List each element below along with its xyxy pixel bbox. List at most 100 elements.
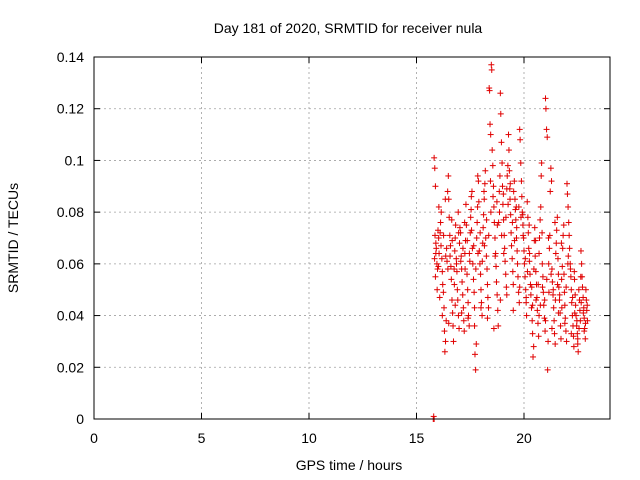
data-point: [553, 227, 560, 234]
data-point: [538, 160, 545, 167]
data-point: [502, 258, 509, 265]
data-point: [568, 286, 575, 293]
data-point: [505, 131, 512, 138]
data-point: [442, 338, 449, 345]
data-point: [448, 216, 455, 223]
data-point: [444, 258, 451, 265]
data-point: [532, 253, 539, 260]
data-point: [472, 366, 479, 373]
data-point: [478, 286, 484, 293]
y-tick-label: 0: [76, 411, 84, 427]
data-point: [554, 214, 561, 221]
data-point: [563, 338, 570, 345]
y-tick-label: 0.12: [57, 101, 84, 117]
data-point: [568, 330, 575, 337]
data-point: [509, 268, 516, 275]
data-point: [452, 302, 459, 309]
data-point: [504, 172, 511, 179]
data-point: [495, 219, 502, 226]
data-point: [505, 201, 512, 208]
data-point: [462, 201, 469, 208]
data-point: [468, 206, 475, 213]
data-point: [443, 245, 450, 252]
plot-frame: [93, 56, 611, 420]
data-point: [551, 219, 558, 226]
data-point: [432, 240, 439, 247]
data-point: [447, 263, 454, 270]
data-point: [560, 271, 567, 278]
data-point: [433, 245, 440, 252]
data-point: [496, 188, 503, 195]
data-point: [565, 203, 572, 210]
data-point: [439, 312, 446, 319]
data-point: [439, 281, 446, 288]
data-point: [528, 304, 535, 311]
data-point: [512, 206, 519, 213]
data-point: [494, 291, 501, 298]
data-points: [430, 61, 591, 422]
data-point: [565, 253, 572, 260]
data-point: [498, 139, 505, 146]
x-tick-label: 5: [198, 430, 206, 446]
data-point: [451, 247, 458, 254]
data-point: [467, 214, 474, 221]
data-point: [479, 258, 486, 265]
data-point: [567, 273, 574, 280]
data-point: [516, 299, 523, 306]
data-point: [534, 307, 541, 314]
data-point: [461, 328, 468, 335]
data-point: [466, 322, 473, 329]
data-point: [495, 322, 502, 329]
data-point: [570, 343, 577, 350]
data-point: [471, 351, 478, 358]
data-point: [553, 240, 560, 247]
data-point: [517, 160, 524, 167]
data-point: [477, 271, 484, 278]
data-point: [459, 278, 466, 285]
data-point: [545, 338, 552, 345]
data-point: [499, 160, 506, 167]
data-point: [465, 315, 472, 322]
data-point: [536, 235, 543, 241]
data-point: [520, 232, 527, 239]
data-point: [482, 167, 489, 174]
data-point: [449, 237, 456, 244]
data-point: [474, 219, 481, 226]
data-point: [574, 330, 581, 337]
data-point: [470, 242, 477, 249]
data-point: [533, 297, 540, 304]
y-tick-label: 0.08: [57, 204, 84, 220]
data-point: [561, 289, 568, 296]
data-point: [581, 315, 588, 322]
data-point: [514, 273, 521, 280]
data-point: [437, 229, 444, 236]
data-point: [521, 247, 527, 254]
data-point: [573, 312, 580, 319]
data-point: [515, 289, 522, 296]
data-point: [552, 297, 559, 304]
data-point: [566, 245, 573, 252]
data-point: [571, 276, 578, 283]
data-point: [548, 178, 555, 185]
data-point: [580, 304, 587, 311]
data-point: [498, 232, 505, 239]
data-point: [460, 317, 467, 324]
data-point: [444, 266, 451, 273]
data-point: [505, 147, 512, 154]
data-point: [533, 294, 540, 301]
data-point: [497, 110, 504, 117]
data-point: [523, 294, 530, 301]
data-point: [548, 325, 555, 332]
data-point: [443, 317, 450, 324]
data-point: [456, 240, 463, 247]
data-point: [509, 219, 516, 226]
data-point: [472, 266, 479, 273]
data-point: [435, 263, 442, 270]
data-point: [521, 260, 528, 267]
data-point: [538, 172, 545, 179]
data-point: [459, 291, 466, 298]
data-point: [582, 286, 589, 293]
data-point: [480, 211, 487, 218]
data-point: [484, 281, 491, 288]
data-point: [466, 258, 473, 265]
